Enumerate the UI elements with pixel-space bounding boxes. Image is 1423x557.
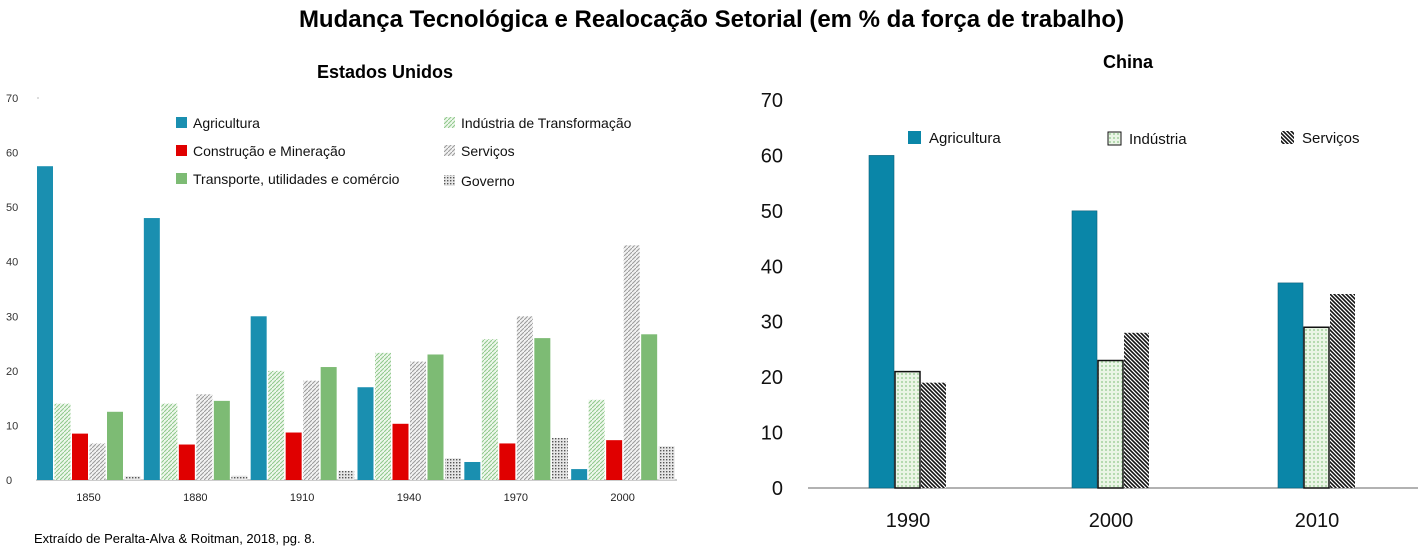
us-chart-title: Estados Unidos (317, 62, 453, 82)
cn-legend-swatch (1107, 131, 1122, 146)
cn-bar (1124, 332, 1149, 488)
cn-legend-swatch (1281, 131, 1294, 144)
us-legend-label: Transporte, utilidades e comércio (193, 171, 400, 187)
us-legend-swatch (444, 145, 455, 156)
china-chart-title: China (1103, 52, 1154, 72)
cn-bar (1071, 210, 1098, 489)
cn-ytick-label: 20 (761, 367, 783, 389)
us-xtick-label: 1850 (76, 492, 100, 504)
cn-ytick-label: 40 (761, 256, 783, 278)
cn-xtick-label: 2000 (1089, 510, 1134, 532)
us-bar (161, 403, 178, 480)
us-bar (54, 403, 71, 480)
us-legend-label: Agricultura (193, 115, 260, 131)
cn-bar (1097, 359, 1124, 489)
us-ytick-label: 20 (6, 366, 18, 378)
us-ytick-label: 60 (6, 148, 18, 160)
us-xtick-label: 1940 (397, 492, 421, 504)
us-legend-label: Governo (461, 173, 515, 189)
us-xtick-label: 1880 (183, 492, 207, 504)
china-chart: 0 10 20 30 40 50 60 70 1990 2000 2010 Agricultura In… (761, 90, 1418, 532)
us-bar (606, 440, 623, 480)
us-bar (571, 469, 588, 480)
us-bar (551, 437, 568, 480)
cn-bar (921, 382, 946, 488)
us-legend-swatch (444, 175, 455, 186)
us-bar (534, 338, 551, 480)
cn-ytick-label: 50 (761, 201, 783, 223)
us-bar (464, 461, 481, 480)
us-bar (268, 370, 285, 480)
us-bar (303, 380, 320, 480)
cn-ytick-label: 60 (761, 145, 783, 167)
us-ytick-label: 30 (6, 311, 18, 323)
us-bar (213, 400, 230, 480)
cn-bar (1303, 326, 1330, 489)
cn-bar (1330, 294, 1355, 488)
us-bar (320, 367, 337, 480)
us-bar (375, 352, 391, 480)
us-bar (107, 411, 123, 480)
cn-bar (894, 370, 921, 489)
cn-xtick-label: 2010 (1295, 510, 1340, 532)
us-bar (338, 470, 355, 480)
cn-legend-label: Agricultura (929, 130, 1001, 147)
us-ytick-label: 40 (6, 257, 18, 269)
us-legend-swatch (444, 117, 455, 128)
us-xtick-label: 2000 (610, 492, 634, 504)
us-ytick-label: 10 (6, 420, 18, 432)
cn-bar (1277, 282, 1304, 489)
us-legend-swatch (176, 173, 187, 184)
us-bar (641, 334, 658, 480)
us-legend-swatch (176, 117, 187, 128)
source-note: Extraído de Peralta-Alva & Roitman, 2018… (34, 531, 316, 546)
us-bar (588, 399, 605, 480)
us-legend-swatch (176, 145, 187, 156)
cn-legend-label: Indústria (1129, 131, 1187, 148)
cn-bar (868, 155, 895, 489)
us-ytick-label: 0 (6, 475, 12, 487)
us-bar (410, 361, 426, 480)
us-bar (89, 443, 106, 480)
cn-ytick-label: 0 (772, 478, 783, 500)
us-bar (250, 316, 267, 480)
us-bar (392, 423, 409, 480)
us-bar (285, 432, 302, 480)
us-bar (357, 387, 374, 480)
us-bar (231, 475, 248, 480)
us-chart: 0 10 20 30 40 50 60 70 1850 1880 1910 1940 1970 2000 A… (6, 93, 677, 504)
us-legend-label: Serviços (461, 143, 515, 159)
us-xtick-label: 1970 (504, 492, 528, 504)
us-bar (143, 218, 160, 481)
cn-ytick-label: 30 (761, 312, 783, 334)
cn-legend-swatch (908, 131, 921, 144)
us-bar (124, 476, 141, 480)
cn-xtick-label: 1990 (886, 510, 931, 532)
us-bar (196, 394, 213, 480)
us-bar (658, 446, 675, 480)
us-bar (499, 443, 516, 480)
us-bar (623, 245, 640, 480)
page-title: Mudança Tecnológica e Realocação Setoria… (298, 6, 1125, 33)
us-bar (481, 339, 498, 480)
us-ytick-label: 50 (6, 202, 18, 214)
us-bar (445, 458, 461, 480)
cn-ytick-label: 70 (761, 90, 783, 112)
us-xtick-label: 1910 (290, 492, 314, 504)
us-legend-label: Construção e Mineração (193, 143, 346, 159)
us-bar (37, 166, 53, 480)
us-bar (72, 433, 88, 480)
us-bar (427, 354, 444, 480)
us-ytick-label: 70 (6, 93, 18, 105)
us-bar (178, 444, 195, 480)
us-legend-label: Indústria de Transformação (461, 115, 632, 131)
cn-ytick-label: 10 (761, 423, 783, 445)
us-bar (516, 316, 533, 480)
cn-legend-label: Serviços (1302, 130, 1360, 147)
